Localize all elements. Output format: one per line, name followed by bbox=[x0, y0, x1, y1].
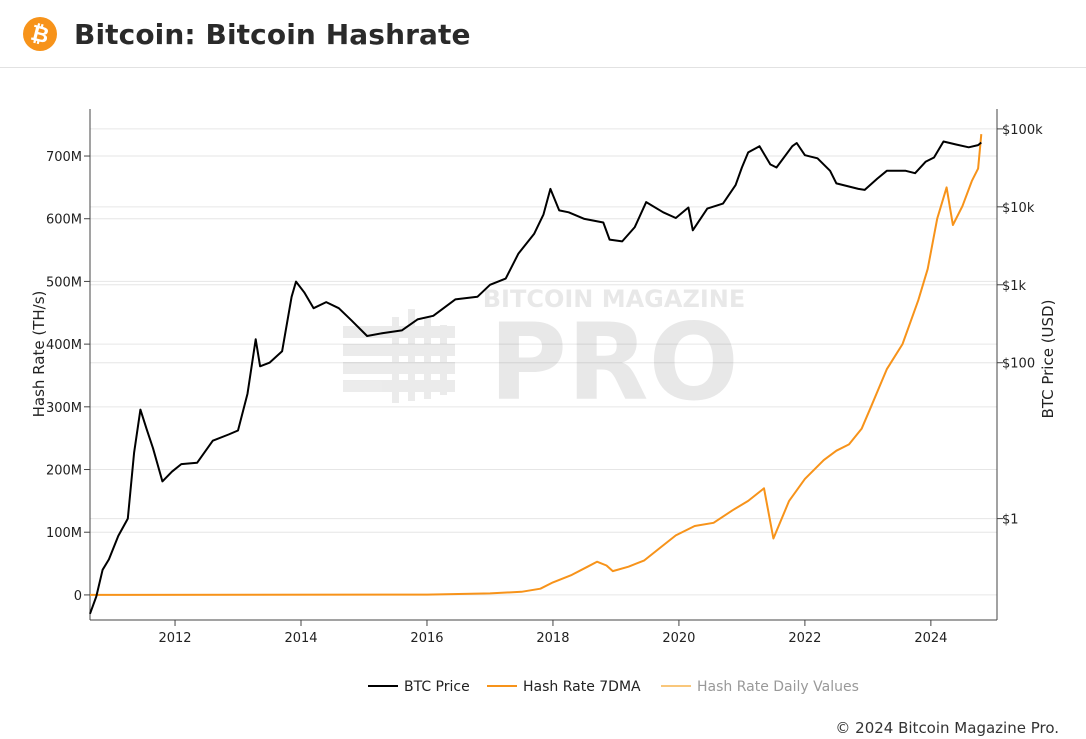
y2-tick-label: $100k bbox=[1002, 123, 1043, 138]
legend-label: Hash Rate Daily Values bbox=[697, 679, 859, 695]
y-tick-label: 300M bbox=[46, 401, 82, 416]
y2-axis-label: BTC Price (USD) bbox=[1039, 300, 1057, 419]
bitcoin-logo-icon: ₿ bbox=[23, 17, 57, 51]
x-tick-label: 2016 bbox=[410, 631, 443, 646]
y-axis-label: Hash Rate (TH/s) bbox=[30, 291, 48, 418]
series-line bbox=[89, 134, 983, 596]
y2-tick-label: $1k bbox=[1002, 279, 1027, 294]
svg-text:₿: ₿ bbox=[28, 21, 51, 50]
x-tick-label: 2014 bbox=[284, 631, 317, 646]
y2-tick-label: $1 bbox=[1002, 513, 1019, 528]
y-tick-label: 500M bbox=[46, 275, 82, 290]
legend-label: BTC Price bbox=[404, 679, 470, 695]
x-tick-label: 2018 bbox=[536, 631, 569, 646]
x-tick-label: 2024 bbox=[914, 631, 947, 646]
y-tick-label: 600M bbox=[46, 213, 82, 228]
chart-axes bbox=[89, 109, 998, 621]
y-tick-label: 0 bbox=[74, 589, 82, 604]
y-tick-label: 200M bbox=[46, 464, 82, 479]
page-title: Bitcoin: Bitcoin Hashrate bbox=[74, 18, 471, 51]
page-header: ₿ Bitcoin: Bitcoin Hashrate bbox=[0, 0, 1086, 68]
x-tick-label: 2012 bbox=[158, 631, 191, 646]
y-tick-label: 100M bbox=[46, 526, 82, 541]
brand-watermark: BITCOIN MAGAZINE PRO bbox=[343, 285, 745, 424]
y2-tick-label: $10k bbox=[1002, 201, 1035, 216]
y-tick-label: 400M bbox=[46, 338, 82, 353]
x-tick-label: 2022 bbox=[788, 631, 821, 646]
copyright-notice: © 2024 Bitcoin Magazine Pro. bbox=[835, 719, 1059, 737]
legend-label: Hash Rate 7DMA bbox=[523, 679, 641, 695]
chart-series bbox=[89, 134, 983, 615]
series-line bbox=[89, 140, 982, 615]
chart-grid bbox=[90, 128, 997, 596]
chart-ticks: 0 100M 200M 300M 400M 500M 600M 700M $1 $100 $1k $1… bbox=[46, 123, 1043, 646]
watermark-subtitle: BITCOIN MAGAZINE bbox=[483, 285, 746, 313]
chart-legend: BTC Price Hash Rate 7DMA Hash Rate Daily V… bbox=[368, 679, 859, 695]
y2-tick-label: $100 bbox=[1002, 357, 1035, 372]
y-tick-label: 700M bbox=[46, 150, 82, 165]
watermark-title: PRO bbox=[489, 301, 738, 424]
hashrate-chart[interactable]: BITCOIN MAGAZINE PRO 0 100M 200M 300M 400M 50… bbox=[0, 69, 1086, 719]
x-tick-label: 2020 bbox=[662, 631, 695, 646]
